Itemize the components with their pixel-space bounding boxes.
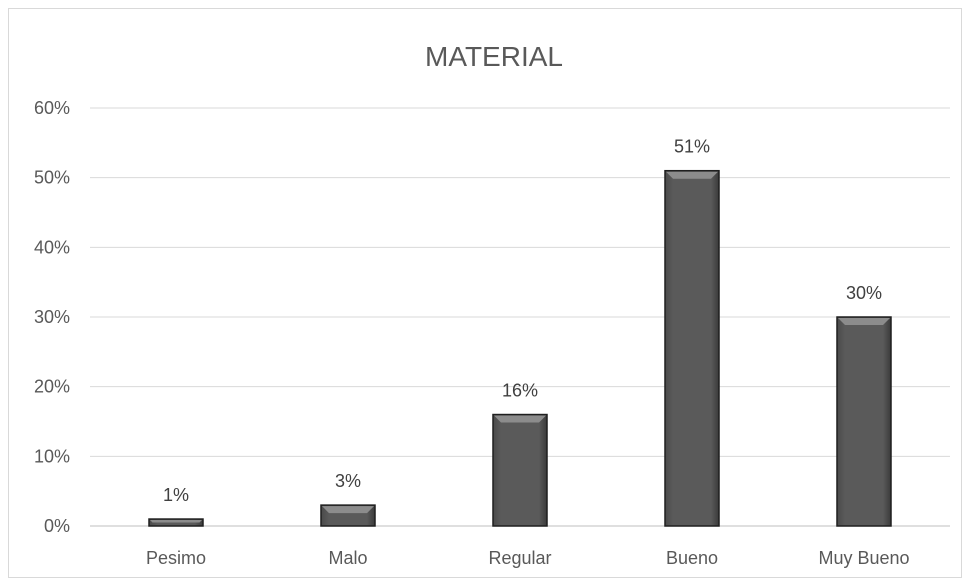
x-tick-label: Pesimo xyxy=(146,548,206,568)
data-label: 3% xyxy=(335,471,361,491)
y-axis-ticks: 0% 10% 20% 30% 40% 50% 60% xyxy=(34,98,70,536)
y-tick-label: 30% xyxy=(34,307,70,327)
chart-title: MATERIAL xyxy=(425,41,563,72)
y-tick-label: 10% xyxy=(34,446,70,466)
x-tick-label: Regular xyxy=(488,548,551,568)
bar-muy-bueno xyxy=(836,316,892,527)
x-tick-label: Muy Bueno xyxy=(818,548,909,568)
bar-regular xyxy=(492,413,548,527)
bar-bevel xyxy=(838,318,890,325)
x-tick-label: Bueno xyxy=(666,548,718,568)
gridlines xyxy=(90,107,950,527)
bar xyxy=(836,316,892,527)
x-axis-ticks: Pesimo Malo Regular Bueno Muy Bueno xyxy=(146,548,910,568)
bar-bevel xyxy=(666,171,718,179)
x-tick-label: Malo xyxy=(328,548,367,568)
data-label: 51% xyxy=(674,137,710,157)
chart-frame xyxy=(8,8,962,578)
bar-bueno xyxy=(664,169,720,527)
bar xyxy=(492,413,548,527)
bar xyxy=(664,169,720,527)
data-label: 1% xyxy=(163,485,189,505)
y-tick-label: 40% xyxy=(34,237,70,257)
bar-bevel xyxy=(150,520,202,523)
bar-bevel xyxy=(494,415,546,423)
y-tick-label: 50% xyxy=(34,168,70,188)
y-tick-label: 20% xyxy=(34,377,70,397)
bar-malo xyxy=(320,504,376,527)
bars xyxy=(148,169,892,527)
data-labels: 1% 3% 16% 51% 30% xyxy=(163,137,882,505)
y-tick-label: 60% xyxy=(34,98,70,118)
y-tick-label: 0% xyxy=(44,516,70,536)
bar-bevel xyxy=(322,506,374,514)
data-label: 16% xyxy=(502,381,538,401)
bar-pesimo xyxy=(148,518,204,527)
data-label: 30% xyxy=(846,283,882,303)
